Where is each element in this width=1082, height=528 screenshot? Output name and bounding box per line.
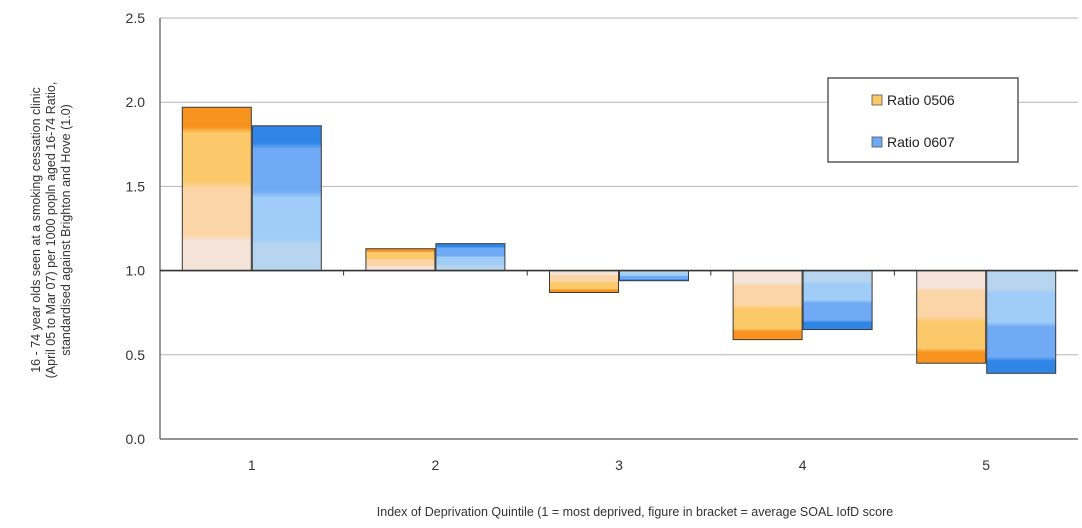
x-tick-label-3: 3	[615, 457, 623, 473]
legend: Ratio 0506 Ratio 0607	[827, 77, 1019, 163]
bar-ratio-0506-q2	[365, 248, 436, 272]
bar-ratio-0506-q5	[916, 270, 987, 364]
x-tick-label-2: 2	[432, 457, 440, 473]
legend-label-ratio-0506: Ratio 0506	[887, 92, 955, 108]
x-tick-label-4: 4	[799, 457, 807, 473]
bar-ratio-0607-q3	[619, 270, 689, 282]
x-tick-label-5: 5	[982, 457, 990, 473]
bar-ratio-0506-q4	[732, 270, 803, 341]
x-tick-label-1: 1	[248, 457, 256, 473]
bar-ratio-0607-q2	[435, 243, 506, 272]
bars	[181, 106, 1057, 374]
x-axis-title: Index of Deprivation Quintile (1 = most …	[377, 505, 894, 519]
bar-ratio-0607-q1	[251, 125, 322, 272]
legend-swatch-ratio-0506	[871, 94, 883, 106]
legend-label-ratio-0607: Ratio 0607	[887, 134, 955, 150]
y-axis-title-line-1: 16 - 74 year olds seen at a smoking cess…	[29, 87, 43, 373]
bar-ratio-0607-q4	[802, 270, 873, 331]
y-tick-label-0: 0.0	[126, 431, 146, 447]
legend-box	[827, 77, 1019, 163]
y-tick-label-1: 0.5	[126, 347, 146, 363]
bar-ratio-0506-q3	[549, 270, 619, 293]
bar-ratio-0607-q5	[986, 270, 1057, 374]
y-axis-title: 16 - 74 year olds seen at a smoking cess…	[29, 82, 73, 379]
y-axis-title-line-2: (April 05 to Mar 07) per 1000 popln aged…	[44, 82, 58, 379]
y-tick-label-5: 2.5	[126, 10, 146, 26]
y-axis-title-line-3: standardised against Brighton and Hove (…	[59, 104, 73, 356]
bar-ratio-0506-q1	[181, 106, 252, 272]
y-tick-label-2: 1.0	[126, 263, 146, 279]
y-tick-label-3: 1.5	[126, 178, 146, 194]
legend-swatch-ratio-0607	[871, 136, 883, 148]
y-tick-label-4: 2.0	[126, 94, 146, 110]
tick-labels: 0.0 0.5 1.0 1.5 2.0 2.5 1 2 3 4 5	[126, 10, 991, 473]
axes	[159, 18, 1078, 440]
